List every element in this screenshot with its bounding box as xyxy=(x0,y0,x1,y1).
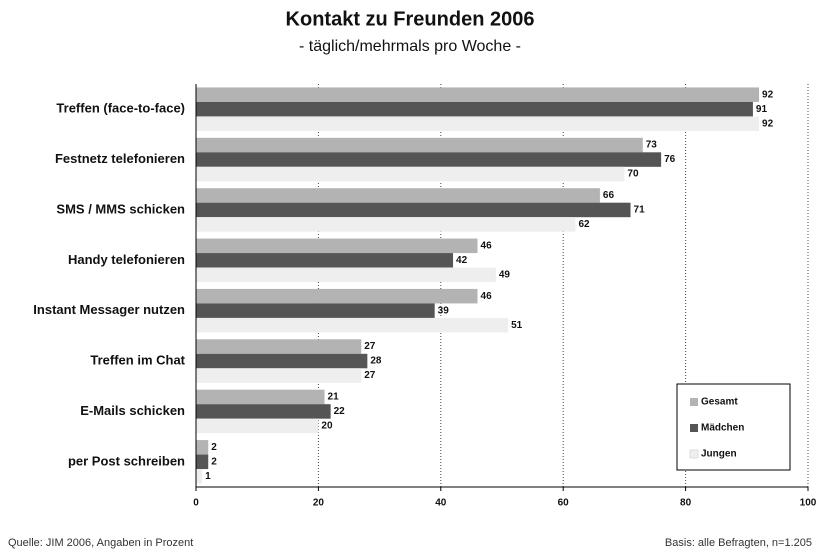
value-label: 92 xyxy=(762,89,774,100)
chart-title: Kontakt zu Freunden 2006 xyxy=(286,8,535,30)
bar xyxy=(196,454,209,470)
value-label: 27 xyxy=(364,370,376,381)
bar xyxy=(196,137,643,153)
bar xyxy=(196,116,760,131)
value-label: 62 xyxy=(578,219,590,230)
value-label: 49 xyxy=(499,269,511,280)
bar xyxy=(196,303,435,318)
bar xyxy=(196,217,576,232)
category-label: E-Mails schicken xyxy=(80,403,185,418)
source-note: Quelle: JIM 2006, Angaben in Prozent xyxy=(8,537,193,549)
category-label: Instant Messager nutzen xyxy=(33,302,185,317)
category-label: Treffen im Chat xyxy=(90,353,185,368)
category-label: Treffen (face-to-face) xyxy=(56,101,185,116)
bar xyxy=(196,404,331,419)
x-tick-label: 80 xyxy=(680,498,692,509)
category-label: Festnetz telefonieren xyxy=(55,151,185,166)
bar xyxy=(196,87,760,102)
value-label: 46 xyxy=(481,240,493,251)
value-label: 42 xyxy=(456,255,468,266)
value-label: 73 xyxy=(646,140,658,151)
bar xyxy=(196,389,325,405)
bar xyxy=(196,238,478,254)
bar xyxy=(196,418,319,434)
legend-label: Gesamt xyxy=(701,397,738,408)
value-label: 91 xyxy=(756,104,768,115)
x-tick-label: 100 xyxy=(800,498,817,509)
value-label: 51 xyxy=(511,320,523,331)
bar xyxy=(196,339,362,354)
chart-subtitle: - täglich/mehrmals pro Woche - xyxy=(299,38,521,55)
value-label: 39 xyxy=(438,305,450,316)
legend-label: Mädchen xyxy=(701,423,744,434)
category-label: per Post schreiben xyxy=(68,453,185,468)
category-label: SMS / MMS schicken xyxy=(56,201,185,216)
x-tick-label: 20 xyxy=(313,498,325,509)
legend-swatch xyxy=(689,449,699,459)
legend-swatch xyxy=(690,398,698,406)
bar xyxy=(196,353,368,369)
category-label: Handy telefonieren xyxy=(68,252,185,267)
bar xyxy=(196,440,209,455)
value-label: 71 xyxy=(634,205,646,216)
bar xyxy=(196,188,600,203)
bar xyxy=(196,202,631,218)
value-label: 66 xyxy=(603,190,615,201)
value-label: 2 xyxy=(211,442,217,453)
value-label: 92 xyxy=(762,118,774,129)
value-label: 2 xyxy=(211,456,217,467)
value-label: 20 xyxy=(321,421,333,432)
bar xyxy=(196,288,478,304)
bar xyxy=(196,253,454,268)
value-label: 46 xyxy=(481,291,493,302)
bar xyxy=(196,469,203,484)
x-tick-label: 60 xyxy=(558,498,570,509)
bar xyxy=(196,152,662,167)
legend-swatch xyxy=(690,424,698,432)
legend-label: Jungen xyxy=(701,449,737,460)
bar xyxy=(196,368,362,383)
value-label: 76 xyxy=(664,154,676,165)
value-label: 28 xyxy=(370,356,382,367)
x-tick-label: 40 xyxy=(435,498,447,509)
bar xyxy=(196,317,509,333)
basis-note: Basis: alle Befragten, n=1.205 xyxy=(665,537,812,549)
value-label: 21 xyxy=(328,392,340,403)
value-label: 22 xyxy=(334,406,346,417)
bar xyxy=(196,267,496,283)
bar xyxy=(196,101,753,117)
bar xyxy=(196,166,625,182)
value-label: 1 xyxy=(205,471,211,482)
x-tick-label: 0 xyxy=(193,498,199,509)
value-label: 70 xyxy=(627,169,639,180)
value-label: 27 xyxy=(364,341,376,352)
